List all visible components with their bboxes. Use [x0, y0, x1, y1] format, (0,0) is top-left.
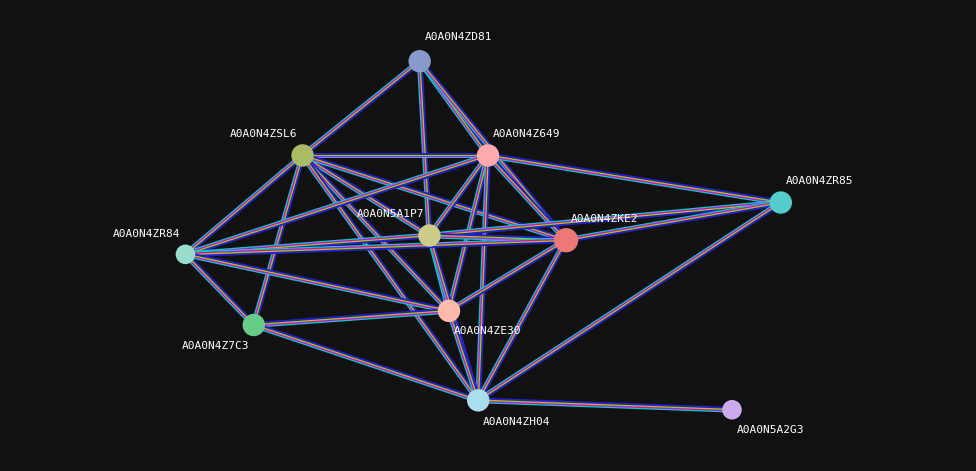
Text: A0A0N4ZSL6: A0A0N4ZSL6: [230, 129, 298, 139]
Ellipse shape: [419, 225, 440, 246]
Ellipse shape: [177, 245, 194, 263]
Ellipse shape: [723, 401, 741, 419]
Text: A0A0N4ZD81: A0A0N4ZD81: [425, 32, 492, 42]
Ellipse shape: [292, 145, 313, 166]
Text: A0A0N5A2G3: A0A0N5A2G3: [737, 425, 804, 435]
Ellipse shape: [438, 300, 460, 321]
Text: A0A0N4Z649: A0A0N4Z649: [493, 129, 560, 139]
Ellipse shape: [409, 51, 430, 72]
Ellipse shape: [243, 315, 264, 335]
Text: A0A0N4ZKE2: A0A0N4ZKE2: [571, 214, 638, 224]
Text: A0A0N5A1P7: A0A0N5A1P7: [357, 209, 425, 219]
Text: A0A0N4Z7C3: A0A0N4Z7C3: [182, 341, 249, 351]
Ellipse shape: [468, 390, 489, 411]
Text: A0A0N4ZE30: A0A0N4ZE30: [454, 326, 521, 336]
Text: A0A0N4ZR84: A0A0N4ZR84: [113, 229, 181, 239]
Text: A0A0N4ZR85: A0A0N4ZR85: [786, 176, 853, 186]
Ellipse shape: [770, 192, 792, 213]
Text: A0A0N4ZH04: A0A0N4ZH04: [483, 417, 550, 427]
Ellipse shape: [477, 145, 499, 166]
Ellipse shape: [554, 229, 578, 252]
